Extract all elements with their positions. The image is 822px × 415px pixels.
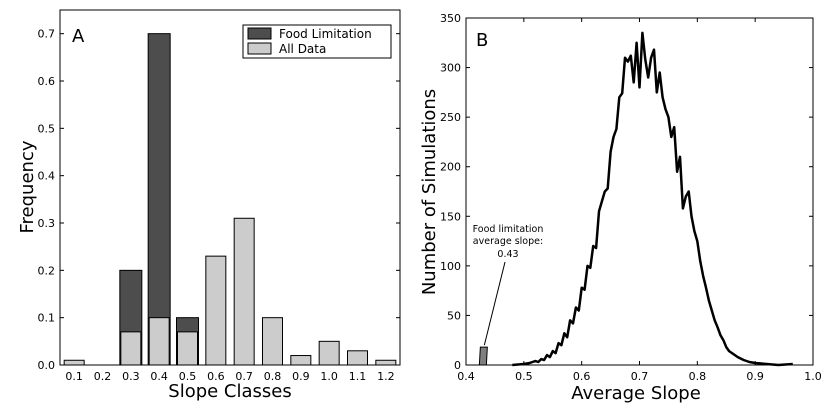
panel-a-y-ticks: 0.0 0.1 0.2 0.3 0.4 0.5 0.6 0.7 [38, 28, 400, 372]
y-tick-label: 0.4 [38, 170, 56, 183]
panel-a: 0.0 0.1 0.2 0.3 0.4 0.5 0.6 0.7 0.1 0.2 0.3 0.4 0.5… [17, 9, 401, 402]
panel-b-y-axis-label: Number of Simulations [419, 89, 440, 295]
x-tick-label: 0.7 [631, 370, 649, 383]
panel-b-letter: B [476, 30, 488, 51]
bar-all-data-1.0 [318, 340, 340, 366]
legend-label-food-limitation: Food Limitation [279, 27, 372, 41]
y-tick-label: 0.2 [38, 264, 56, 277]
y-tick-label: 0 [454, 359, 461, 372]
panel-a-y-axis-label: Frequency [17, 140, 38, 233]
x-tick-label: 1.1 [349, 370, 367, 383]
y-tick-label: 0.7 [38, 28, 56, 41]
y-tick-label: 250 [440, 111, 461, 124]
bar-all-data-0.7 [233, 217, 255, 366]
panel-b-x-axis-label: Average Slope [571, 383, 701, 404]
panel-b-y-ticks: 0 50 100 150 200 250 300 350 [440, 12, 813, 372]
panel-a-x-ticks: 0.1 0.2 0.3 0.4 0.5 0.6 0.7 0.8 0.9 1.0 1.1 1.2 [65, 370, 394, 383]
annotation-line-3: 0.43 [497, 249, 518, 260]
panel-a-x-axis-label: Slope Classes [168, 381, 291, 402]
y-tick-label: 0.5 [38, 122, 56, 135]
panel-a-letter: A [72, 26, 85, 47]
x-tick-label: 0.8 [689, 370, 707, 383]
x-tick-label: 0.4 [457, 370, 475, 383]
x-tick-label: 1.0 [320, 370, 338, 383]
bar-all-data-0.9 [290, 355, 312, 366]
bar-all-data-0.3 [120, 331, 142, 366]
x-tick-label: 1.2 [377, 370, 395, 383]
x-tick-label: 1.0 [804, 370, 822, 383]
panel-b: 0 50 100 150 200 250 300 350 0.4 0.5 0.6 0.7 0.8 0.9… [419, 12, 822, 404]
y-tick-label: 0.3 [38, 217, 56, 230]
x-tick-label: 0.1 [65, 370, 83, 383]
all-data-bars [63, 217, 397, 366]
y-tick-label: 0.6 [38, 75, 56, 88]
bar-all-data-1.1 [347, 350, 368, 366]
x-tick-label: 0.6 [207, 370, 225, 383]
x-tick-label: 0.7 [235, 370, 253, 383]
y-tick-label: 0.0 [38, 359, 56, 372]
x-tick-label: 0.3 [122, 370, 140, 383]
panel-a-frame [59, 9, 401, 366]
x-tick-label: 0.4 [150, 370, 168, 383]
panel-b-x-ticks: 0.4 0.5 0.6 0.7 0.8 0.9 1.0 [457, 18, 822, 383]
y-tick-label: 300 [440, 62, 461, 75]
x-tick-label: 0.5 [515, 370, 533, 383]
food-limitation-marker [478, 346, 488, 366]
annotation-arrow [483, 261, 506, 346]
y-tick-label: 50 [447, 309, 461, 322]
x-tick-label: 0.6 [573, 370, 591, 383]
bar-all-data-0.1 [63, 359, 85, 366]
bar-all-data-1.2 [375, 359, 397, 366]
x-tick-label: 0.2 [94, 370, 112, 383]
annotation-line-2: average slope: [473, 236, 543, 247]
legend-label-all-data: All Data [279, 42, 326, 56]
y-tick-label: 350 [440, 12, 461, 25]
legend-swatch-all-data [247, 42, 272, 55]
legend: Food Limitation All Data [242, 24, 392, 59]
x-tick-label: 0.8 [264, 370, 282, 383]
annotation-line-1: Food limitation [473, 224, 544, 235]
y-tick-label: 200 [440, 161, 461, 174]
bar-all-data-0.8 [262, 317, 283, 366]
y-tick-label: 0.1 [38, 312, 56, 325]
bar-all-data-0.6 [205, 255, 227, 366]
x-tick-label: 0.5 [179, 370, 197, 383]
panel-a-background [60, 10, 400, 365]
bar-all-data-0.5 [177, 331, 198, 366]
y-tick-label: 150 [440, 210, 461, 223]
x-tick-label: 0.9 [292, 370, 310, 383]
bar-all-data-0.4 [148, 317, 170, 366]
simulations-line [512, 31, 793, 367]
x-tick-label: 0.9 [746, 370, 764, 383]
legend-swatch-food-limitation [247, 27, 272, 40]
y-tick-label: 100 [440, 260, 461, 273]
bar-food-limitation-0.4 [147, 33, 171, 366]
